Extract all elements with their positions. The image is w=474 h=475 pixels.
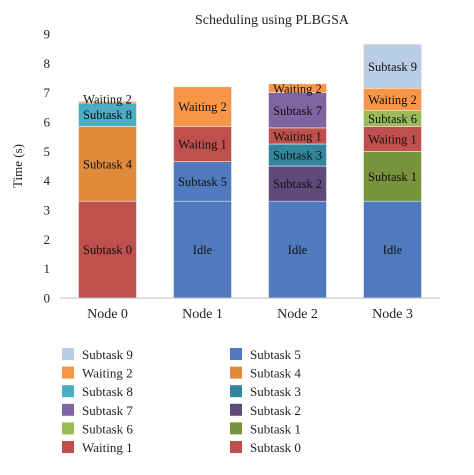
legend-swatch: [62, 403, 74, 416]
legend-label: Subtask 4: [250, 366, 301, 381]
legend-label: Subtask 8: [82, 384, 133, 399]
chart-title: Scheduling using PLBGSA: [195, 13, 350, 28]
bar-segment: [268, 92, 327, 129]
bar-segment: [268, 83, 327, 93]
bar-segment-label: Waiting 2: [273, 82, 322, 96]
bar-segment-label: Subtask 8: [83, 108, 132, 122]
x-tick-label: Node 0: [87, 307, 128, 322]
bar-segment-label: Idle: [193, 243, 213, 257]
legend-label: Waiting 1: [82, 440, 133, 455]
bar-segment-label: Waiting 1: [273, 129, 322, 143]
legend-swatch: [62, 441, 74, 453]
bar-segment: [173, 126, 232, 162]
bar-segment-label: Waiting 2: [178, 100, 227, 114]
legend-swatch: [62, 422, 74, 435]
bar-segment: [78, 101, 137, 104]
x-tick-label: Node 2: [277, 307, 318, 322]
bar-segment: [363, 43, 422, 89]
legend-swatch: [230, 441, 242, 453]
y-tick-label: 4: [44, 173, 51, 188]
legend-label: Subtask 3: [250, 384, 301, 399]
legend-label: Subtask 9: [82, 347, 133, 362]
legend-swatch: [230, 385, 242, 398]
bar-segment: [268, 200, 327, 299]
legend-label: Waiting 2: [82, 366, 133, 381]
legend-swatch: [230, 366, 242, 379]
legend-swatch: [62, 385, 74, 398]
bar-segment: [173, 161, 232, 202]
bar-segment-label: Subtask 7: [273, 104, 322, 118]
y-tick-label: 2: [44, 232, 51, 247]
bar-segment: [173, 86, 232, 127]
bar-segment-label: Subtask 9: [368, 60, 417, 74]
bar-segment: [363, 200, 422, 299]
bar-segment-label: Subtask 1: [368, 170, 417, 184]
legend-label: Subtask 1: [250, 421, 301, 436]
bar-segment-label: Waiting 2: [83, 92, 132, 106]
bar-segment-label: Idle: [383, 243, 403, 257]
y-axis-label: Time (s): [10, 144, 25, 188]
legend-label: Subtask 0: [250, 440, 301, 455]
x-tick-label: Node 1: [182, 307, 223, 322]
y-tick-label: 8: [44, 56, 51, 71]
legend-label: Subtask 2: [250, 403, 301, 418]
legend-swatch: [230, 403, 242, 416]
bar-segment-label: Waiting 1: [178, 138, 227, 152]
bar-segment-label: Subtask 5: [178, 175, 227, 189]
legend-swatch: [62, 366, 74, 379]
bar-segment-label: Subtask 0: [83, 243, 132, 257]
legend-swatch: [62, 348, 74, 360]
y-tick-label: 7: [44, 85, 51, 100]
x-tick-label: Node 3: [372, 307, 413, 322]
y-tick-label: 5: [44, 144, 51, 159]
bar-segment: [363, 126, 422, 152]
legend-swatch: [230, 348, 242, 360]
bar-segment: [363, 151, 422, 202]
bar-segment-label: Idle: [288, 243, 308, 257]
y-tick-label: 6: [44, 115, 51, 130]
legend-label: Subtask 5: [250, 347, 301, 362]
bar-segment-label: Subtask 6: [368, 112, 417, 126]
bar-segment-label: Waiting 2: [368, 93, 417, 107]
y-tick-label: 1: [44, 261, 51, 276]
legend-label: Subtask 7: [82, 403, 133, 418]
y-tick-label: 9: [44, 27, 51, 42]
legend-label: Subtask 6: [82, 421, 133, 436]
y-tick-label: 3: [44, 203, 51, 218]
bar-segment-label: Subtask 3: [273, 149, 322, 163]
bar-segment-label: Subtask 2: [273, 177, 322, 191]
bar-segment: [78, 126, 137, 202]
bar-segment-label: Subtask 4: [83, 157, 133, 171]
bar-segment: [78, 200, 137, 299]
legend-swatch: [230, 422, 242, 435]
y-tick-label: 0: [44, 291, 51, 306]
bar-segment-label: Waiting 1: [368, 132, 417, 146]
